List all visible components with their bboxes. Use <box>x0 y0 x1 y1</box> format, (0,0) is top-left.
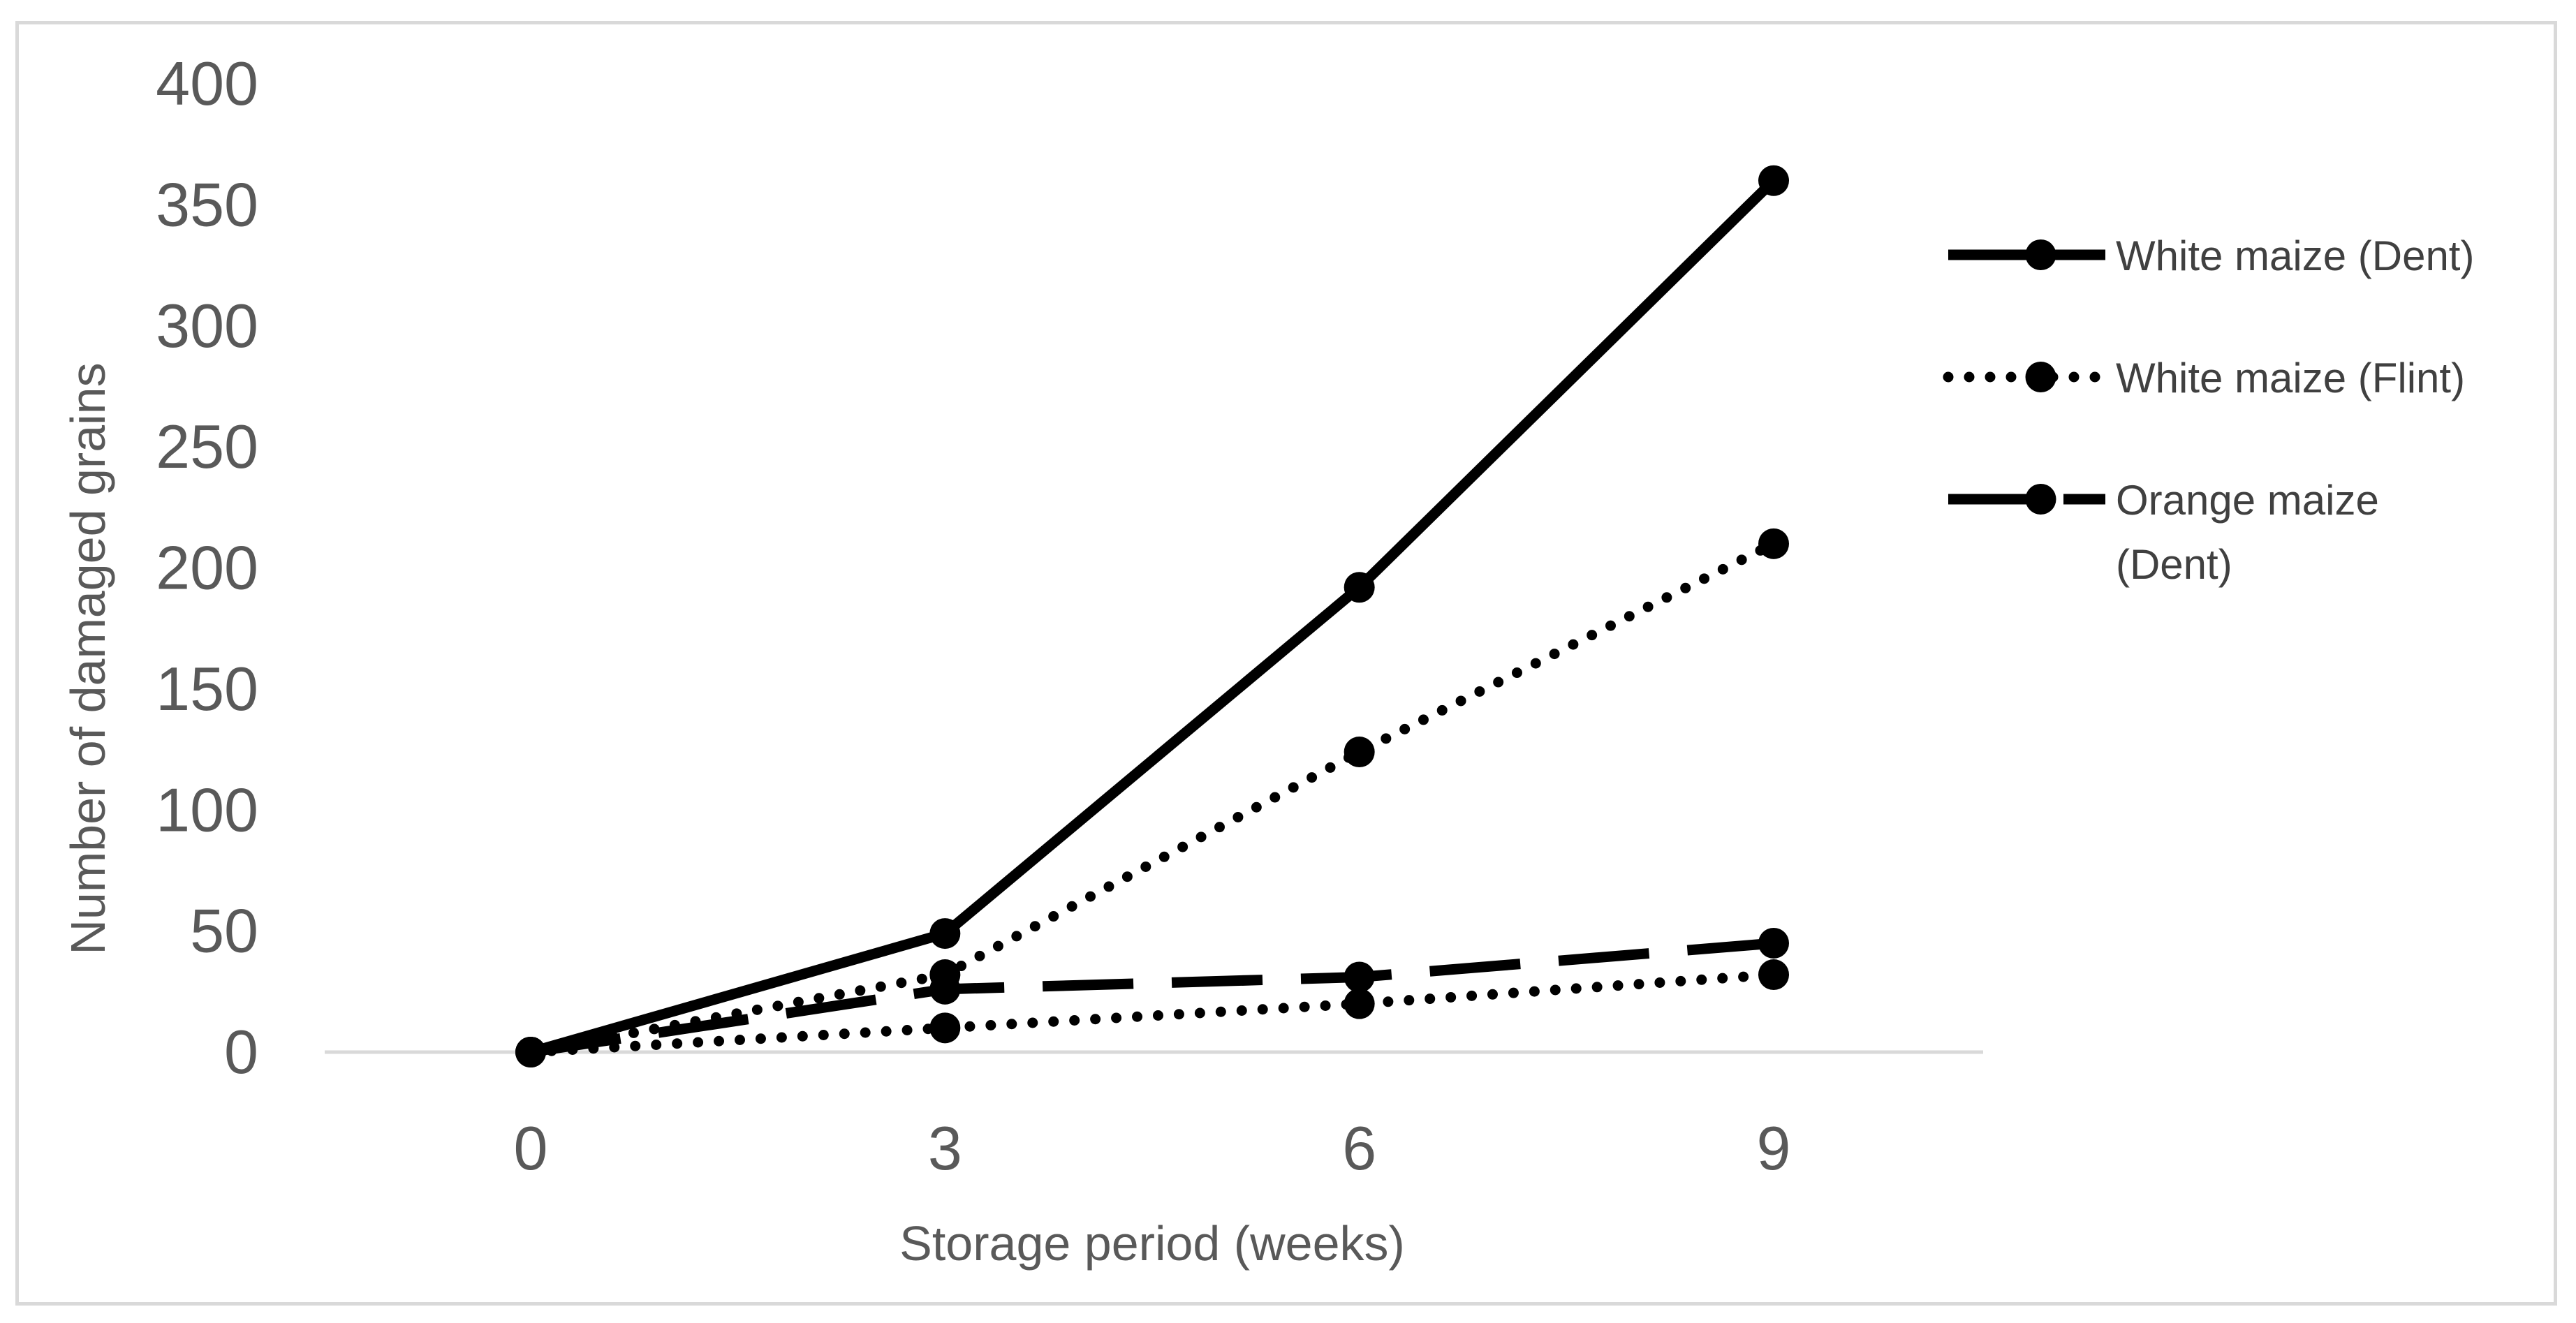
data-point <box>1344 961 1375 993</box>
legend: White maize (Dent) White maize (Flint) Ora… <box>1943 232 2474 588</box>
y-tick-label: 0 <box>224 1017 258 1086</box>
series-line <box>525 538 1779 1058</box>
legend-swatch-marker <box>2025 484 2056 515</box>
x-axis-ticks: 0 3 6 9 <box>514 1114 1791 1183</box>
data-point <box>1758 927 1789 959</box>
legend-swatch-marker <box>2025 362 2056 392</box>
series-2 <box>515 959 1789 1067</box>
legend-label: Orange maize <box>2116 477 2379 524</box>
legend-label: White maize (Dent) <box>2116 232 2474 279</box>
data-point <box>929 918 961 949</box>
x-tick-label: 9 <box>1757 1114 1791 1183</box>
x-tick-label: 6 <box>1342 1114 1376 1183</box>
legend-label: White maize (Flint) <box>2116 355 2465 401</box>
extra-series-1 <box>525 528 1789 1058</box>
data-point <box>1344 988 1375 1019</box>
y-tick-label: 250 <box>156 412 258 481</box>
legend-label: (Dent) <box>2116 541 2232 588</box>
x-tick-label: 3 <box>928 1114 962 1183</box>
y-tick-label: 100 <box>156 775 258 844</box>
y-tick-label: 300 <box>156 291 258 360</box>
y-tick-label: 350 <box>156 170 258 239</box>
series-line <box>529 938 1774 1058</box>
y-tick-label: 400 <box>156 49 258 118</box>
data-point <box>1758 165 1789 196</box>
y-axis-ticks: 0 50 100 150 200 250 300 350 400 <box>156 49 258 1086</box>
y-tick-label: 150 <box>156 654 258 723</box>
chart-frame <box>15 21 2557 1306</box>
data-point <box>929 1012 961 1044</box>
legend-swatch-marker <box>2025 239 2056 270</box>
data-point <box>1758 528 1789 559</box>
legend-item: White maize (Flint) <box>1943 355 2465 401</box>
series-layer <box>515 165 1789 1067</box>
y-tick-label: 50 <box>190 896 258 966</box>
data-point <box>1344 572 1375 603</box>
legend-item: Orange maize (Dent) <box>1948 477 2379 588</box>
series-1 <box>515 165 1789 1067</box>
series-line <box>525 969 1779 1058</box>
y-axis-title: Number of damaged grains <box>61 362 115 954</box>
series-line <box>529 177 1778 1058</box>
legend-item: White maize (Dent) <box>1948 232 2474 279</box>
data-point <box>1758 959 1789 991</box>
y-tick-label: 200 <box>156 533 258 603</box>
x-axis-title: Storage period (weeks) <box>899 1216 1405 1271</box>
data-point <box>1344 737 1375 768</box>
data-point <box>929 959 961 991</box>
x-tick-label: 0 <box>514 1114 548 1183</box>
